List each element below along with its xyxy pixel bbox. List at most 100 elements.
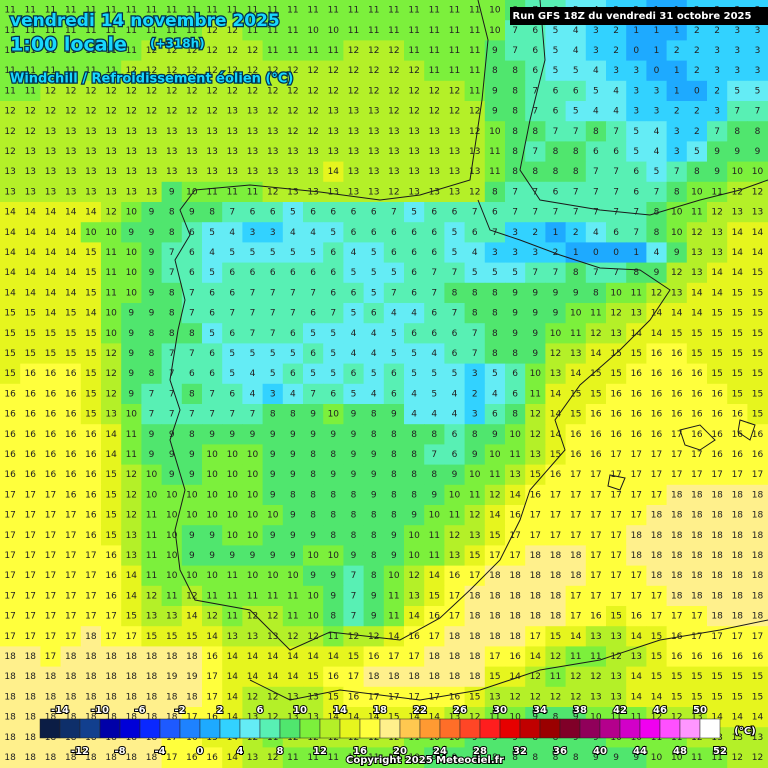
grid-value: 15 — [4, 329, 15, 339]
grid-cell — [666, 343, 688, 365]
scale-label: 40 — [593, 746, 607, 757]
grid-value: 15 — [752, 389, 763, 399]
grid-value: 0 — [654, 66, 660, 76]
grid-value: 13 — [348, 107, 359, 117]
grid-cell — [0, 404, 21, 425]
grid-value: 4 — [250, 389, 256, 399]
grid-value: 13 — [429, 127, 440, 137]
grid-value: 14 — [4, 248, 16, 258]
grid-cell — [686, 404, 708, 425]
grid-value: 10 — [247, 531, 259, 541]
grid-value: 4 — [452, 389, 458, 399]
grid-cell — [101, 464, 122, 486]
grid-value: 3 — [512, 228, 518, 238]
grid-cell — [282, 20, 304, 41]
grid-cell — [80, 60, 102, 82]
grid-value: 13 — [469, 531, 480, 541]
grid-value: 11 — [287, 591, 298, 601]
grid-value: 13 — [65, 167, 76, 177]
grid-cell — [565, 141, 587, 163]
grid-value: 11 — [388, 591, 399, 601]
grid-value: 17 — [590, 591, 601, 601]
grid-cell — [121, 444, 142, 466]
grid-value: 13 — [105, 147, 116, 157]
grid-value: 8 — [593, 127, 599, 137]
grid-value: 11 — [368, 26, 379, 36]
grid-cell — [60, 242, 82, 264]
grid-cell — [0, 242, 21, 264]
grid-value: 8 — [452, 288, 458, 298]
scale-label: 12 — [313, 746, 327, 757]
grid-cell — [525, 262, 546, 284]
grid-cell — [60, 141, 82, 163]
grid-cell — [686, 343, 708, 365]
grid-value: 7 — [472, 349, 478, 359]
scale-label: 34 — [533, 705, 547, 716]
grid-value: 5 — [492, 369, 498, 379]
grid-cell — [60, 383, 82, 405]
grid-value: 9 — [310, 410, 316, 420]
grid-cell — [80, 141, 102, 163]
grid-cell — [444, 383, 466, 405]
grid-cell — [424, 60, 445, 82]
grid-cell — [20, 242, 41, 264]
grid-value: 8 — [411, 430, 417, 440]
grid-cell — [121, 464, 142, 486]
grid-cell — [161, 343, 183, 365]
grid-cell — [707, 121, 728, 142]
grid-value: 17 — [570, 490, 581, 500]
grid-value: 12 — [307, 66, 318, 76]
grid-value: 16 — [610, 430, 622, 440]
grid-value: 2 — [613, 26, 619, 36]
grid-value: 13 — [408, 167, 419, 177]
grid-value: 7 — [714, 127, 720, 137]
grid-cell — [626, 121, 647, 142]
grid-cell — [646, 181, 668, 203]
grid-value: 15 — [651, 652, 662, 662]
grid-cell — [343, 242, 365, 264]
grid-cell — [383, 383, 405, 405]
grid-value: 9 — [149, 288, 155, 298]
grid-cell — [666, 363, 688, 385]
grid-cell — [484, 20, 506, 41]
grid-value: 14 — [267, 652, 279, 662]
grid-value: 7 — [351, 571, 357, 581]
grid-cell — [60, 121, 82, 142]
grid-value: 1 — [633, 26, 639, 36]
grid-value: 17 — [631, 490, 642, 500]
grid-value: 18 — [651, 531, 663, 541]
grid-value: 14 — [752, 248, 764, 258]
grid-cell — [383, 343, 405, 365]
grid-value: 10 — [610, 288, 622, 298]
grid-cell — [525, 121, 546, 142]
grid-value: 11 — [469, 66, 480, 76]
grid-cell — [101, 303, 122, 324]
grid-cell — [484, 121, 506, 142]
grid-value: 13 — [368, 187, 379, 197]
grid-value: 2 — [694, 46, 700, 56]
scale-label: 36 — [553, 746, 567, 757]
grid-value: 18 — [85, 652, 97, 662]
grid-cell — [161, 242, 183, 264]
grid-cell — [505, 282, 526, 304]
grid-value: 6 — [189, 369, 195, 379]
grid-cell — [686, 282, 708, 304]
grid-value: 14 — [4, 288, 16, 298]
grid-cell — [505, 404, 526, 425]
grid-value: 6 — [573, 86, 579, 96]
grid-value: 12 — [287, 632, 298, 642]
grid-value: 10 — [105, 329, 117, 339]
grid-value: 8 — [411, 490, 417, 500]
grid-cell — [484, 161, 506, 183]
grid-cell — [666, 383, 688, 405]
grid-cell — [323, 303, 344, 324]
grid-value: 11 — [105, 288, 116, 298]
scale-swatch — [199, 718, 221, 739]
grid-cell — [606, 141, 627, 163]
grid-cell — [202, 444, 223, 466]
grid-value: 9 — [532, 349, 538, 359]
grid-value: 11 — [429, 46, 440, 56]
grid-cell — [565, 404, 587, 425]
grid-value: 7 — [472, 208, 478, 218]
